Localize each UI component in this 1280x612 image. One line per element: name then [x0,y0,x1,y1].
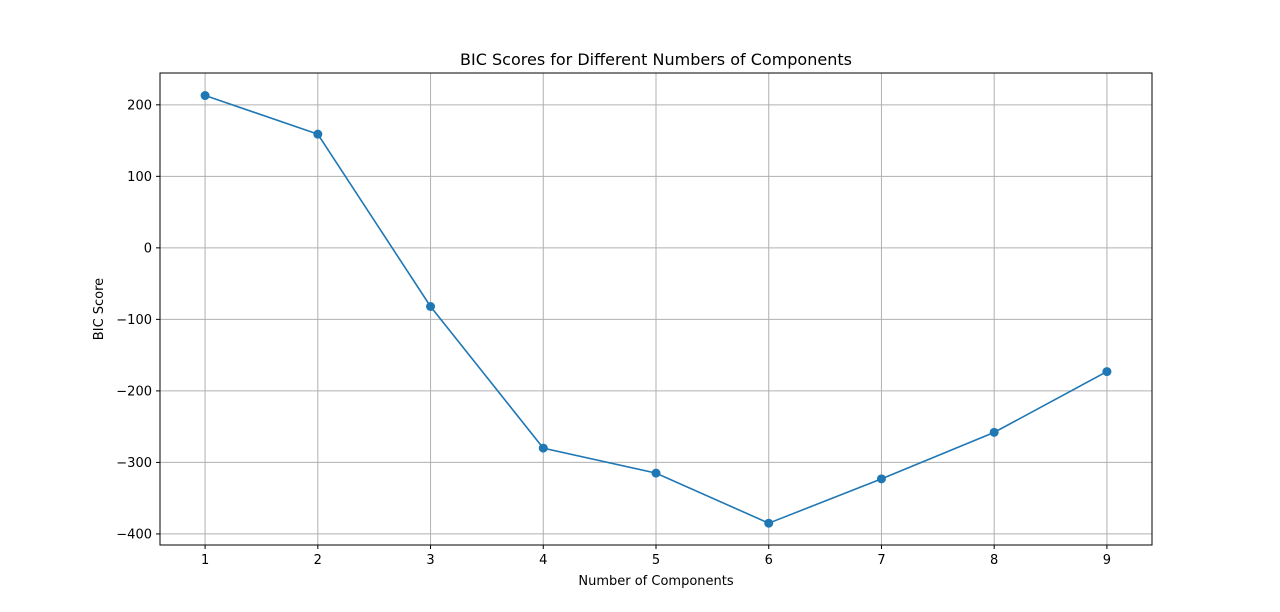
x-axis-label: Number of Components [578,574,733,589]
data-point [876,474,886,484]
data-point [651,468,661,478]
y-axis-label: BIC Score [92,278,107,340]
data-point [200,91,210,101]
x-tick-label: 6 [765,553,773,568]
y-tick-label: −200 [116,384,152,399]
data-point [764,518,774,528]
y-tick-label: 100 [127,170,152,185]
x-tick-label: 5 [652,553,660,568]
x-tick-label: 7 [877,553,885,568]
y-tick-label: 200 [127,98,152,113]
grid-layer [160,73,1152,545]
chart-title: BIC Scores for Different Numbers of Comp… [460,50,852,69]
data-point [313,129,323,139]
x-tick-label: 8 [990,553,998,568]
y-tick-label: 0 [144,241,152,256]
y-tick-label: −300 [116,456,152,471]
x-tick-label: 3 [426,553,434,568]
x-tick-label: 4 [539,553,547,568]
x-tick-label: 2 [314,553,322,568]
data-point [426,301,436,311]
y-tick-label: −100 [116,313,152,328]
x-tick-label: 9 [1103,553,1111,568]
x-tick-label: 1 [201,553,209,568]
y-tick-label: −400 [116,527,152,542]
data-point [538,443,548,453]
data-point [989,427,999,437]
data-point [1102,367,1112,377]
series-layer [200,91,1112,528]
tick-layer: 1 2 3 4 5 6 7 8 9 200 100 0 −100 −200 −300 −400 [116,98,1111,568]
